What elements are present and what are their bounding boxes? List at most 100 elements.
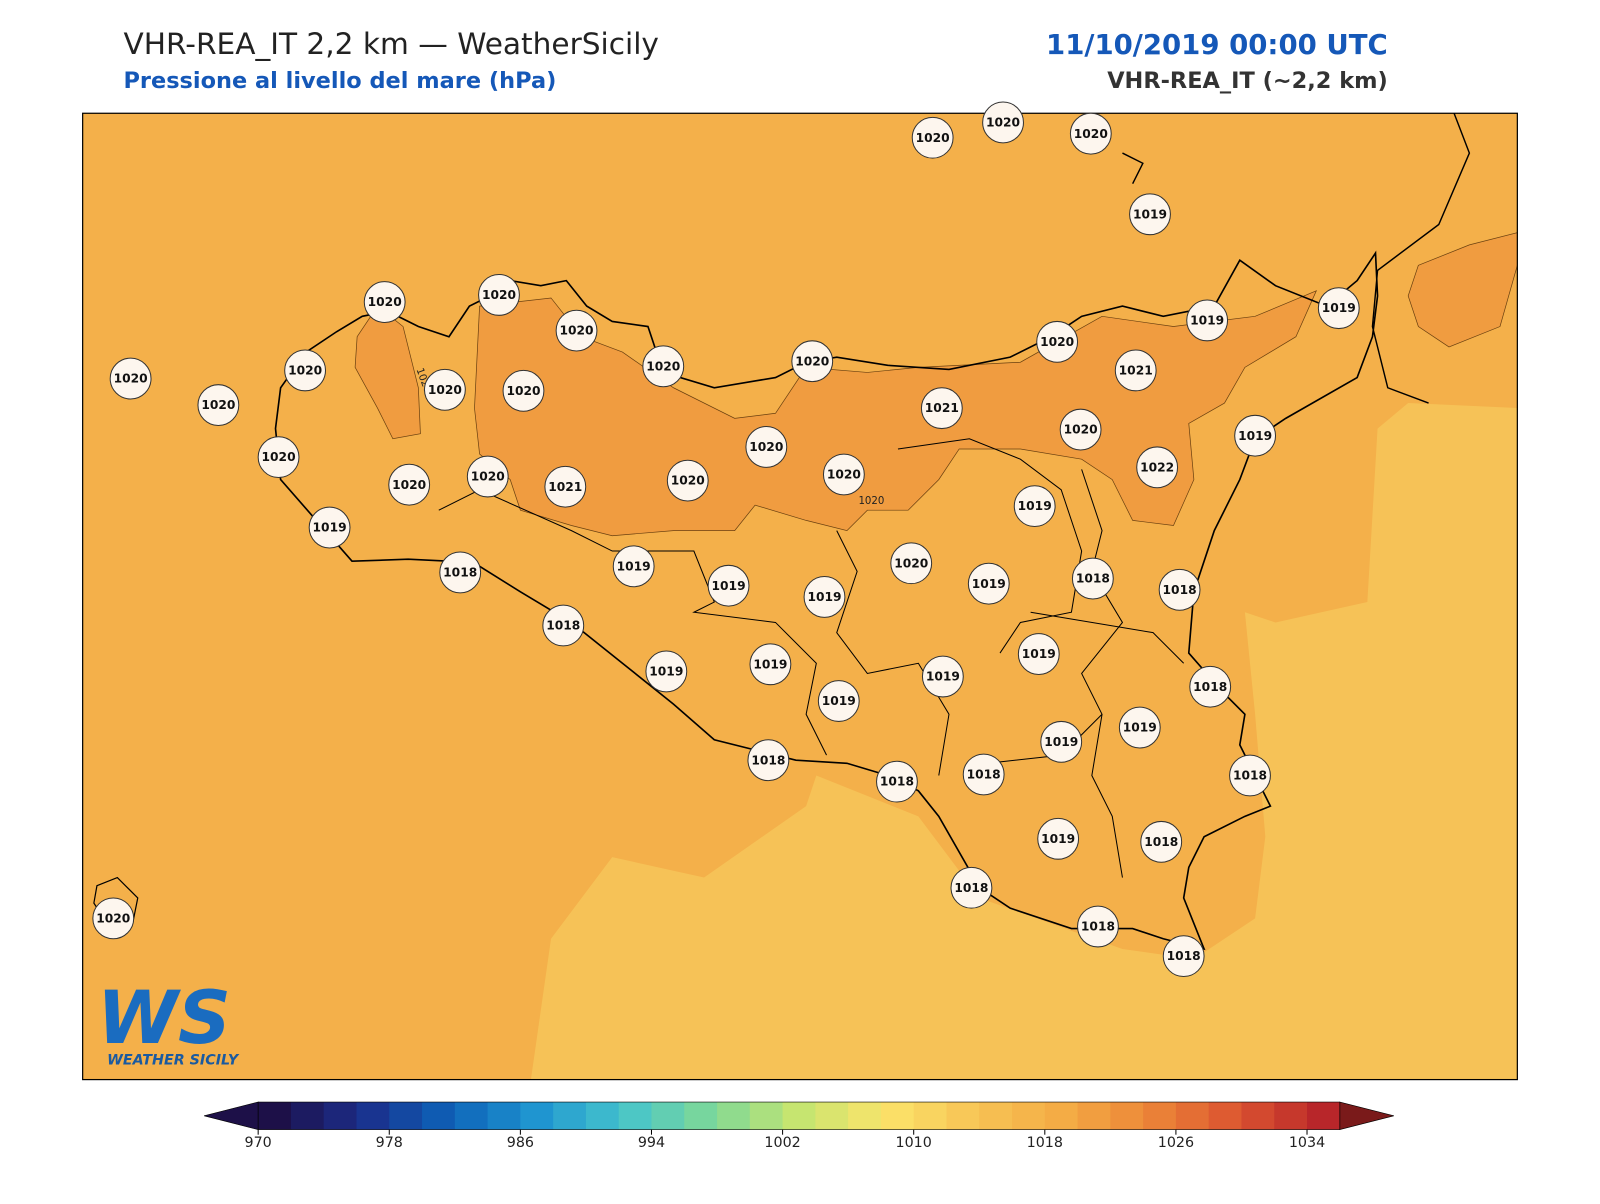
station-value: 1020 <box>114 372 148 386</box>
station-value: 1018 <box>546 619 580 633</box>
station-marker <box>791 340 834 383</box>
colorbar-segment <box>487 1102 521 1130</box>
colorbar-tick-label: 1018 <box>1027 1135 1063 1151</box>
colorbar-tick-label: 986 <box>507 1135 534 1151</box>
station-marker <box>1189 665 1232 708</box>
colorbar-segment <box>290 1102 325 1130</box>
colorbar-segment <box>389 1102 423 1130</box>
colorbar-segment <box>684 1102 718 1130</box>
title: VHR-REA_IT 2,2 km — WeatherSicily <box>123 27 658 61</box>
station-marker <box>423 368 466 411</box>
pressure-zone-high <box>1407 232 1518 348</box>
station-marker <box>1114 349 1157 392</box>
station-value: 1020 <box>428 383 462 397</box>
station-value: 1018 <box>1163 583 1197 597</box>
station-value: 1020 <box>201 398 235 412</box>
station-marker <box>749 643 792 686</box>
station-value: 1019 <box>926 670 960 684</box>
station-marker <box>642 345 685 388</box>
station-marker <box>612 545 655 588</box>
logo-mark: WS <box>97 976 231 1061</box>
station-marker <box>388 463 431 506</box>
pressure-zone-low <box>530 403 1518 1080</box>
station-marker <box>197 384 240 427</box>
colorbar-segment <box>880 1102 915 1130</box>
station-marker <box>921 655 964 698</box>
station-value: 1019 <box>617 559 651 573</box>
station-marker <box>1140 820 1183 863</box>
colorbar-segment <box>1012 1102 1046 1130</box>
station-marker <box>817 680 860 722</box>
station-marker <box>439 551 482 594</box>
station-value: 1018 <box>443 566 477 580</box>
station-value: 1019 <box>1022 647 1056 661</box>
map-frame <box>82 112 1518 1081</box>
station-value: 1020 <box>671 474 705 488</box>
station-marker <box>803 576 846 618</box>
station-value: 1020 <box>471 470 505 484</box>
station-marker <box>1129 193 1171 236</box>
colorbar-segment <box>520 1102 554 1130</box>
station-value: 1018 <box>880 775 914 789</box>
station-marker <box>257 436 300 479</box>
station-value: 1020 <box>1040 335 1074 349</box>
colorbar-segment <box>1077 1102 1111 1130</box>
station-value: 1019 <box>822 694 856 708</box>
colorbar-tick-label: 970 <box>245 1135 272 1151</box>
station-marker <box>747 739 790 782</box>
colorbar-tick-label: 1002 <box>764 1135 800 1151</box>
colorbar-segment <box>323 1102 358 1130</box>
colorbar-segment <box>1208 1102 1242 1130</box>
colorbar-segment <box>651 1102 685 1130</box>
colorbar-segment <box>585 1102 620 1130</box>
station-value: 1020 <box>506 384 540 398</box>
station-value: 1020 <box>96 911 130 925</box>
station-marker <box>1136 446 1179 489</box>
station-value: 1019 <box>1044 735 1078 749</box>
station-value: 1018 <box>954 881 988 895</box>
colorbar-segment <box>815 1102 849 1130</box>
contour-label: 1020 <box>858 496 884 507</box>
station-marker <box>1040 720 1083 763</box>
colorbar-segment <box>618 1102 652 1130</box>
station-marker <box>950 866 993 909</box>
colorbar-segment <box>422 1102 456 1130</box>
station-value: 1019 <box>1041 832 1075 846</box>
station-marker <box>1229 754 1271 797</box>
station-value: 1018 <box>751 753 785 767</box>
station-marker <box>1017 633 1060 675</box>
station-value: 1019 <box>313 521 347 535</box>
colorbar-segment <box>1307 1102 1341 1130</box>
station-value: 1019 <box>1018 499 1052 513</box>
station-value: 1020 <box>646 359 680 373</box>
colorbar-segment <box>1175 1102 1210 1130</box>
colorbar-segment <box>979 1102 1013 1130</box>
station-value: 1020 <box>795 354 829 368</box>
station-value: 1022 <box>1140 460 1174 474</box>
station-marker <box>1069 112 1112 155</box>
station-marker <box>1059 408 1102 451</box>
station-marker <box>1077 905 1119 948</box>
colorbar-segment <box>454 1102 489 1130</box>
station-value: 1019 <box>712 579 746 593</box>
station-marker <box>1158 568 1201 611</box>
station-marker <box>822 453 865 496</box>
colorbar-tick-label: 1010 <box>896 1135 932 1151</box>
station-value: 1020 <box>559 324 593 338</box>
colorbar-extend-high <box>1339 1101 1394 1130</box>
station-marker <box>544 465 587 508</box>
colorbar-segment <box>1241 1102 1275 1130</box>
station-value: 1019 <box>1123 721 1157 735</box>
station-marker <box>1013 485 1056 528</box>
station-value: 1018 <box>1167 949 1201 963</box>
station-marker <box>284 349 327 392</box>
station-marker <box>876 760 918 803</box>
station-value: 1020 <box>1064 423 1098 437</box>
station-marker <box>109 357 152 400</box>
colorbar-segment <box>913 1102 947 1130</box>
station-value: 1019 <box>972 577 1006 591</box>
colorbar-segment <box>553 1102 587 1130</box>
colorbar-segment <box>717 1102 751 1130</box>
colorbar-segment <box>946 1102 980 1130</box>
